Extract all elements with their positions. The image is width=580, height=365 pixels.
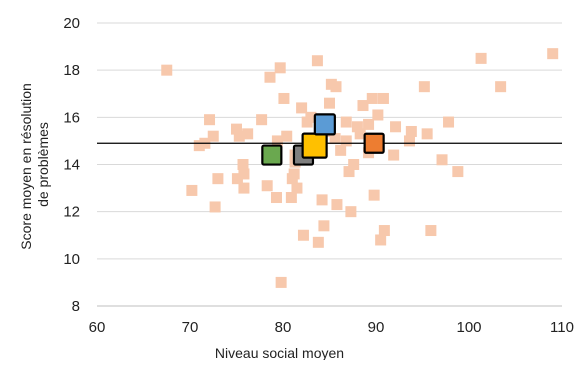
data-point-41: [330, 81, 342, 93]
data-point-70: [452, 166, 464, 178]
highlight-point-3: [301, 132, 328, 159]
y-tick-12: 12: [63, 204, 80, 221]
data-point-45: [340, 116, 352, 128]
data-point-64: [405, 125, 417, 137]
y-tick-18: 18: [63, 62, 80, 79]
y-tick-20: 20: [63, 15, 80, 32]
data-point-31: [297, 229, 309, 241]
highlight-point-5: [363, 132, 385, 154]
data-point-15: [256, 114, 268, 126]
data-point-17: [264, 71, 276, 83]
data-point-51: [357, 100, 369, 112]
data-point-56: [368, 189, 380, 201]
data-point-37: [318, 220, 330, 232]
data-point-65: [418, 81, 430, 93]
y-axis-title: Score moyen en résolution de problèmes: [18, 79, 51, 249]
highlight-point-1: [261, 144, 283, 166]
data-point-63: [403, 135, 415, 147]
data-point-13: [238, 168, 250, 180]
data-point-18: [270, 192, 282, 204]
y-tick-14: 14: [63, 157, 80, 174]
data-point-5: [207, 130, 219, 142]
data-point-22: [281, 130, 293, 142]
data-point-26: [288, 168, 300, 180]
data-point-66: [421, 128, 433, 140]
data-point-58: [375, 234, 387, 246]
data-point-39: [324, 97, 335, 109]
data-point-10: [233, 130, 245, 142]
data-point-62: [390, 121, 402, 133]
data-point-60: [378, 225, 390, 237]
data-point-12: [238, 182, 250, 194]
x-tick-labels: 60 70 80 90 100 110: [89, 319, 574, 336]
x-tick-60: 60: [89, 319, 106, 336]
data-point-67: [425, 225, 437, 237]
data-point-72: [495, 81, 507, 93]
data-point-23: [278, 92, 290, 104]
x-axis-title: Niveau social moyen: [215, 345, 344, 360]
data-point-71: [475, 52, 487, 64]
data-point-0: [161, 64, 173, 76]
y-tick-labels: 8 10 12 14 16 18 20: [63, 15, 80, 315]
data-point-33: [305, 111, 317, 123]
data-point-4: [204, 114, 216, 126]
y-tick-16: 16: [63, 109, 80, 126]
data-point-61: [388, 149, 400, 161]
data-point-6: [209, 201, 221, 213]
data-point-47: [343, 166, 355, 178]
data-point-21: [275, 276, 287, 288]
y-tick-10: 10: [63, 251, 80, 268]
data-point-50: [351, 121, 363, 133]
data-point-43: [331, 199, 343, 211]
x-tick-110: 110: [550, 319, 574, 336]
data-point-59: [377, 92, 389, 104]
data-point-24: [285, 192, 297, 204]
y-tick-8: 8: [72, 298, 80, 315]
data-point-35: [312, 236, 324, 248]
data-point-69: [443, 116, 455, 128]
data-point-55: [366, 92, 378, 104]
highlight-point-4: [313, 113, 336, 136]
data-point-1: [186, 184, 198, 196]
data-point-2: [193, 140, 205, 152]
data-point-48: [345, 206, 357, 218]
data-point-57: [372, 109, 384, 121]
data-point-29: [291, 182, 303, 194]
data-point-11: [237, 159, 249, 170]
x-tick-100: 100: [456, 319, 481, 336]
data-point-44: [335, 144, 347, 156]
x-tick-80: 80: [275, 319, 292, 336]
data-point-34: [311, 55, 323, 67]
background-points-layer: [161, 48, 559, 288]
data-point-73: [547, 48, 559, 60]
data-point-36: [316, 194, 328, 206]
data-point-9: [231, 173, 243, 185]
data-point-30: [296, 102, 308, 114]
data-point-68: [436, 154, 448, 166]
data-point-52: [354, 128, 366, 140]
data-point-49: [348, 159, 360, 170]
data-point-16: [261, 180, 273, 192]
data-point-8: [231, 123, 242, 135]
grid-layer: [97, 22, 562, 260]
y-axis-title-line-1: Score moyen en résolution: [18, 83, 34, 250]
y-axis-title-line-2: de problèmes: [35, 122, 51, 207]
data-point-7: [212, 173, 224, 185]
x-tick-90: 90: [368, 319, 385, 336]
data-point-14: [242, 128, 254, 140]
data-point-42: [329, 133, 341, 145]
data-point-19: [271, 135, 283, 147]
highlight-points-layer: [261, 113, 385, 166]
data-point-20: [274, 62, 286, 74]
x-tick-70: 70: [182, 319, 199, 336]
data-point-46: [340, 135, 352, 147]
data-point-53: [363, 118, 375, 130]
